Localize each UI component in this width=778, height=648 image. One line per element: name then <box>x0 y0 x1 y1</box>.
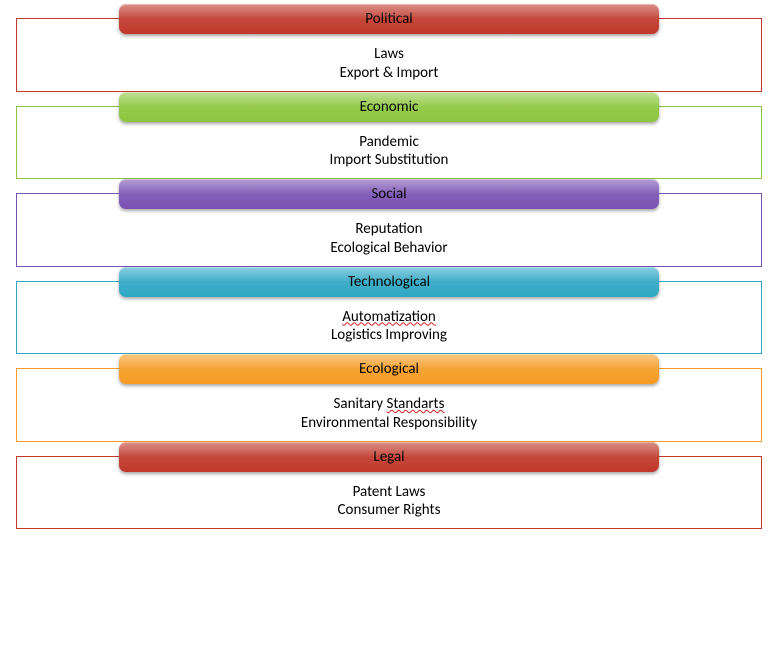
block-line: Environmental Responsibility <box>17 414 761 433</box>
pestel-block: AutomatizationLogistics ImprovingTechnol… <box>16 281 762 355</box>
block-line-text: Reputation <box>355 220 422 238</box>
block-line: Import Substitution <box>17 151 761 170</box>
block-line-text: Automatization <box>342 308 436 326</box>
pestel-block: PandemicImport SubstitutionEconomic <box>16 106 762 180</box>
block-line-text: Export & Import <box>340 64 439 82</box>
block-title: Political <box>365 10 412 28</box>
block-title: Economic <box>360 98 419 116</box>
pestel-block: LawsExport & ImportPolitical <box>16 18 762 92</box>
pestel-block: ReputationEcological BehaviorSocial <box>16 193 762 267</box>
block-line: Pandemic <box>17 133 761 152</box>
block-line: Reputation <box>17 220 761 239</box>
block-header-pill: Ecological <box>119 354 659 384</box>
block-line: Sanitary Standarts <box>17 395 761 414</box>
block-line-text: Import Substitution <box>330 151 449 169</box>
block-line: Laws <box>17 45 761 64</box>
block-line-text: Pandemic <box>359 133 419 151</box>
block-title: Social <box>371 185 406 203</box>
block-header-pill: Economic <box>119 92 659 122</box>
block-title: Ecological <box>359 360 419 378</box>
block-header-pill: Legal <box>119 442 659 472</box>
block-line: Consumer Rights <box>17 501 761 520</box>
block-line-text: Consumer Rights <box>338 501 441 519</box>
block-line-part: Sanitary <box>334 395 387 413</box>
block-header-pill: Political <box>119 4 659 34</box>
block-line: Ecological Behavior <box>17 239 761 258</box>
block-line: Export & Import <box>17 64 761 83</box>
block-header-pill: Technological <box>119 267 659 297</box>
block-line-text: Environmental Responsibility <box>301 414 477 432</box>
pestel-block: Patent LawsConsumer RightsLegal <box>16 456 762 530</box>
block-line-text: Laws <box>374 45 404 63</box>
block-line: Logistics Improving <box>17 326 761 345</box>
pestel-diagram: LawsExport & ImportPoliticalPandemicImpo… <box>0 0 778 648</box>
block-title: Technological <box>348 273 430 291</box>
block-line: Automatization <box>17 308 761 327</box>
block-line-part: Standarts <box>386 395 444 413</box>
block-header-pill: Social <box>119 179 659 209</box>
block-line-text: Logistics Improving <box>331 326 447 344</box>
block-title: Legal <box>373 448 404 466</box>
block-line-text: Patent Laws <box>353 483 426 501</box>
block-line: Patent Laws <box>17 483 761 502</box>
pestel-block: Sanitary StandartsEnvironmental Responsi… <box>16 368 762 442</box>
block-line-text: Ecological Behavior <box>330 239 447 257</box>
